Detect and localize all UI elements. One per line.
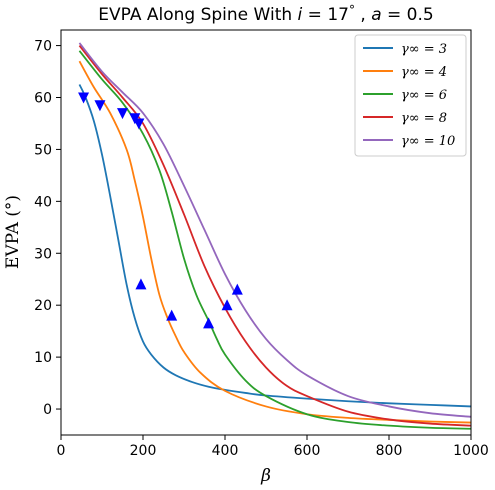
marker-up-2 (166, 309, 178, 321)
x-tick-label: 400 (212, 443, 239, 459)
marker-up-1 (135, 278, 147, 290)
x-tick-label: 0 (57, 443, 66, 459)
legend-label: γ∞ = 4 (401, 65, 447, 80)
series-line-1 (78, 84, 472, 408)
series-line-3 (78, 50, 472, 430)
series-line-4 (78, 45, 472, 427)
marker-up-5 (231, 283, 243, 295)
x-tick-label: 1000 (453, 443, 489, 459)
y-axis: 0 10 20 30 40 50 60 70 (34, 39, 61, 418)
chart-title: EVPA Along Spine With i = 17° , a = 0.5 (98, 3, 433, 25)
x-tick-label: 600 (294, 443, 321, 459)
y-tick-label: 50 (34, 142, 52, 158)
legend-label: γ∞ = 10 (401, 134, 455, 149)
y-tick-label: 10 (34, 350, 52, 366)
y-tick-label: 30 (34, 246, 52, 262)
y-axis-label: EVPA (°) (3, 195, 23, 269)
x-tick-label: 800 (376, 443, 403, 459)
legend-box (354, 34, 467, 157)
y-tick-label: 40 (34, 194, 52, 210)
marker-up-3 (203, 317, 215, 329)
marker-down-1 (78, 92, 90, 104)
y-tick-label: 0 (43, 402, 52, 418)
marker-up-4 (221, 299, 233, 311)
y-tick-label: 60 (34, 91, 52, 107)
marker-down-3 (117, 108, 128, 120)
series-line-2 (78, 60, 472, 424)
legend-label: γ∞ = 6 (401, 88, 447, 103)
x-axis: 0 200 400 600 800 1000 (57, 435, 489, 459)
x-tick-label: 200 (130, 443, 157, 459)
y-tick-label: 20 (34, 298, 52, 314)
x-axis-label: β (260, 466, 271, 486)
y-tick-label: 70 (34, 39, 52, 55)
marker-down-5 (133, 118, 145, 130)
plot-area (78, 42, 472, 430)
marker-down-2 (94, 100, 106, 112)
plot-frame (60, 29, 472, 436)
legend-label: γ∞ = 3 (401, 42, 447, 57)
legend-label: γ∞ = 8 (401, 111, 447, 126)
legend: γ∞ = 3 γ∞ = 4 γ∞ = 6 γ∞ = 8 γ∞ = 10 (354, 34, 467, 157)
